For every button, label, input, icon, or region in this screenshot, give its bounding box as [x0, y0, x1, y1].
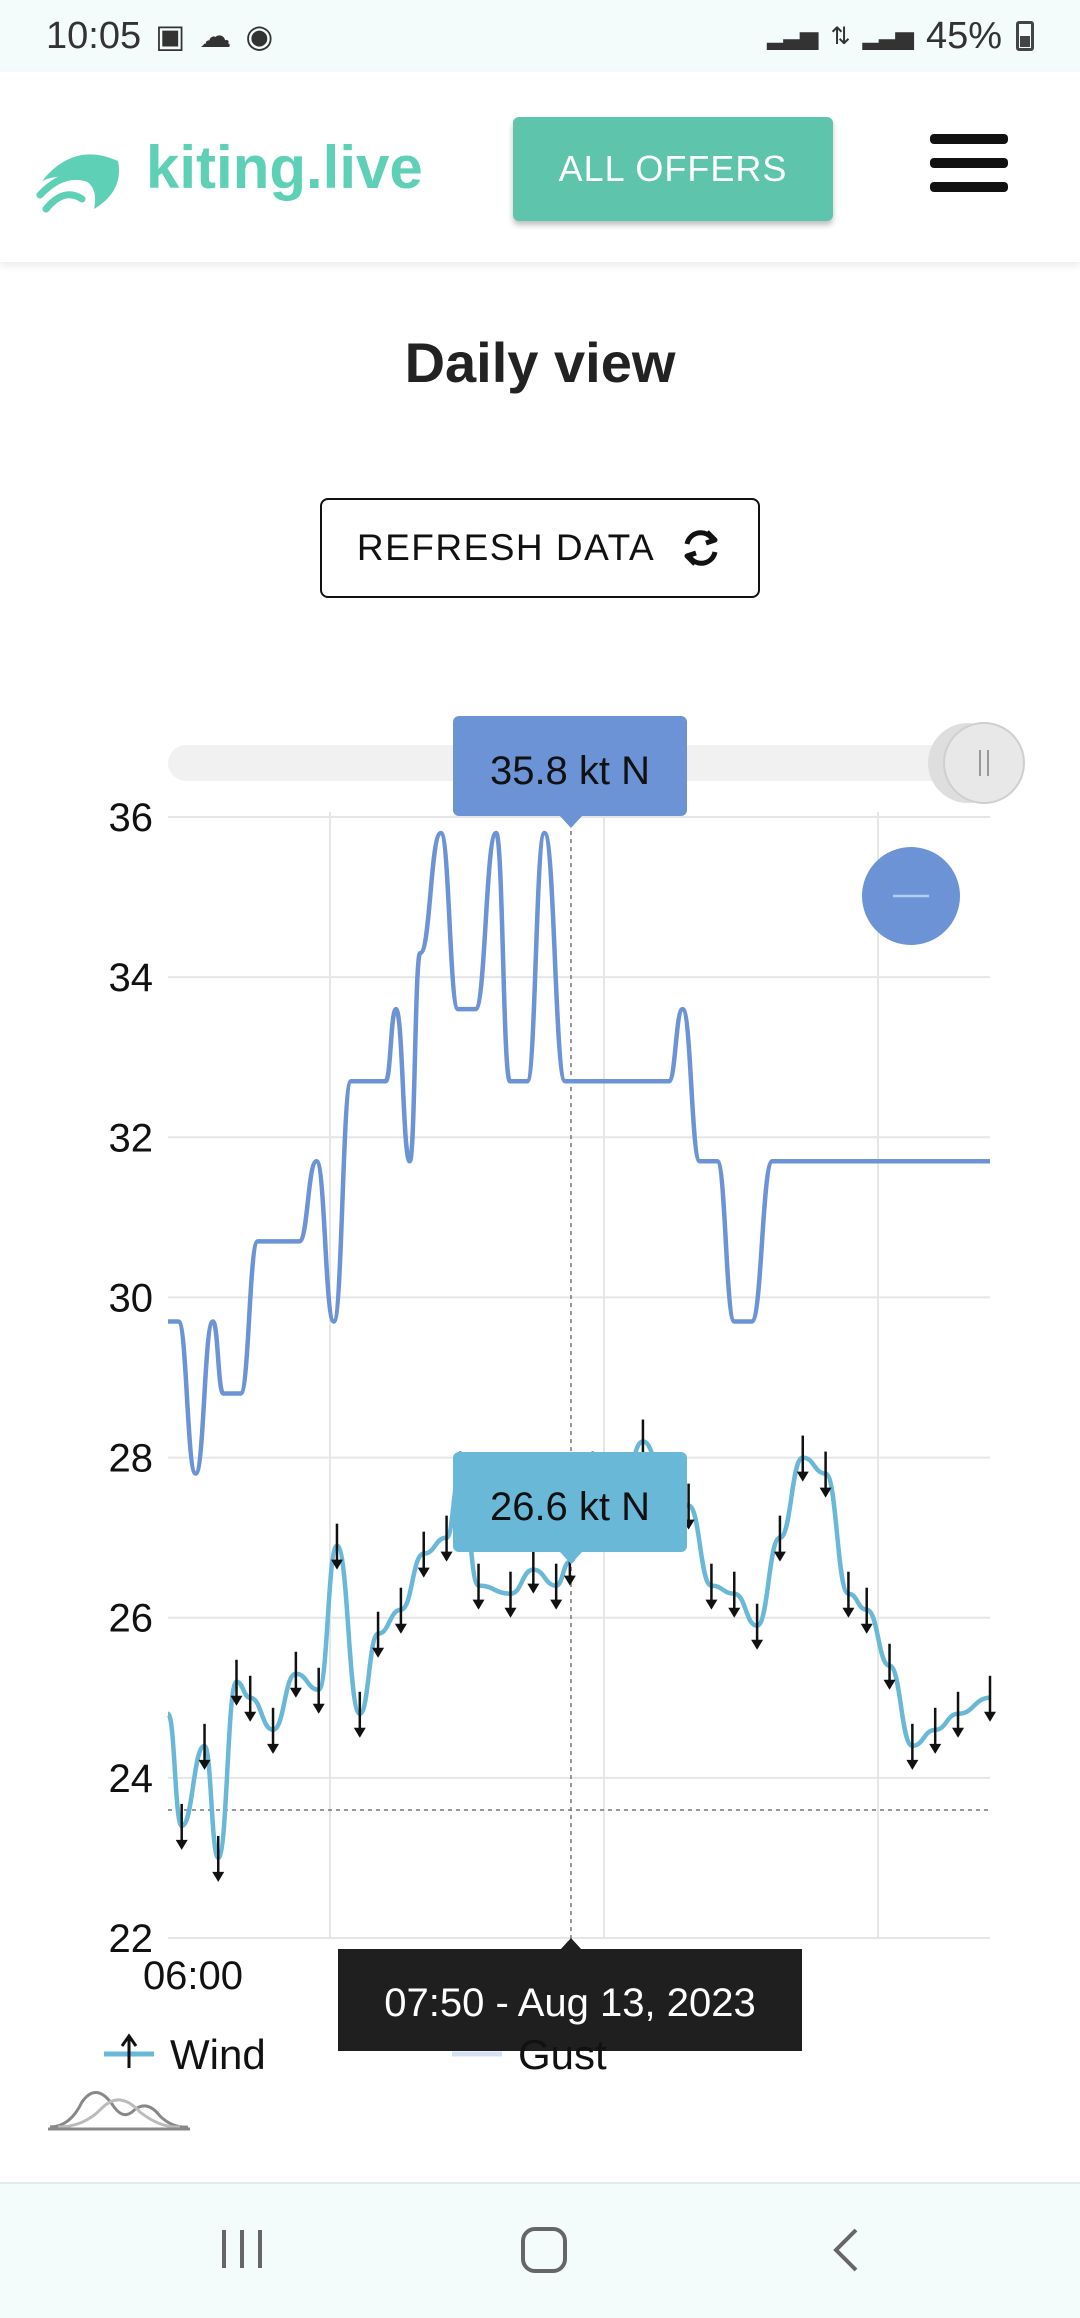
gallery-icon: ▣ — [155, 18, 186, 54]
time-tooltip: 07:50 - Aug 13, 2023 — [338, 1938, 802, 2051]
sync-icon: ◉ — [245, 18, 274, 54]
page-title: Daily view — [404, 331, 676, 394]
logo-text: kiting.live — [146, 133, 423, 201]
wind-arrow-3 — [212, 1835, 225, 1882]
wind-arrow-8 — [312, 1667, 325, 1714]
series-line-gust — [168, 830, 990, 1476]
signal-icon: ▂▃▅ — [767, 22, 818, 50]
chart-type-toggle-icon[interactable] — [48, 2091, 190, 2131]
refresh-icon — [684, 530, 718, 566]
gust-tooltip: 35.8 kt N — [453, 716, 687, 828]
back-icon[interactable] — [826, 2224, 866, 2276]
hamburger-menu-icon[interactable] — [930, 134, 1008, 200]
wind-arrow-36 — [929, 1707, 942, 1754]
wind-arrow-26 — [705, 1563, 718, 1610]
y-tick-label-1: 24 — [109, 1757, 154, 1801]
wind-arrow-35 — [906, 1723, 919, 1770]
refresh-label: REFRESH DATA — [356, 527, 656, 568]
series-line-wind — [165, 1439, 991, 1861]
wind-arrow-13 — [417, 1531, 430, 1578]
gust-tooltip-text: 35.8 kt N — [490, 749, 650, 793]
wind-arrow-14 — [440, 1515, 453, 1562]
system-nav-bar — [0, 2182, 1080, 2318]
wind-tooltip-text: 26.6 kt N — [490, 1485, 650, 1529]
home-icon[interactable] — [518, 2224, 570, 2276]
refresh-data-button[interactable]: REFRESH DATA — [320, 498, 760, 598]
wind-arrow-19 — [550, 1563, 563, 1610]
wind-arrow-16 — [472, 1563, 485, 1610]
range-slider-handle[interactable] — [943, 722, 1025, 804]
wind-arrow-34 — [883, 1643, 896, 1690]
battery-percent: 45% — [925, 14, 1002, 57]
wind-arrow-10 — [353, 1691, 366, 1738]
network-4g-icon: ⇅ — [830, 22, 850, 50]
wind-tooltip: 26.6 kt N — [453, 1452, 687, 1564]
status-time: 10:05 — [46, 14, 142, 57]
y-tick-label-0: 22 — [109, 1917, 154, 1961]
wind-arrow-31 — [819, 1451, 832, 1498]
wind-arrow-30 — [796, 1435, 809, 1482]
legend-gust-label: Gust — [518, 2031, 607, 2078]
time-tooltip-text: 07:50 - Aug 13, 2023 — [384, 1981, 755, 2025]
cloud-icon: ☁ — [199, 18, 232, 54]
y-axis: 22 24 26 28 30 32 34 36 — [109, 796, 154, 1961]
legend-wind-label: Wind — [170, 2031, 266, 2078]
y-tick-label-2: 26 — [109, 1597, 154, 1641]
wind-arrow-4 — [230, 1659, 243, 1706]
wind-arrow-5 — [244, 1675, 257, 1722]
wind-arrow-37 — [952, 1691, 965, 1738]
x-tick-label-0: 06:00 — [143, 1954, 243, 1998]
wind-arrow-12 — [394, 1587, 407, 1634]
wind-arrow-17 — [504, 1571, 517, 1618]
wind-arrow-2 — [198, 1723, 211, 1770]
wind-arrow-1 — [175, 1803, 188, 1850]
all-offers-button[interactable]: ALL OFFERS — [513, 117, 833, 221]
signal-icon-2: ▂▃▅ — [862, 22, 914, 50]
legend-wind-arrow-icon — [120, 2033, 138, 2068]
y-tick-label-5: 32 — [109, 1116, 154, 1160]
recent-apps-icon[interactable] — [216, 2224, 268, 2274]
wind-arrow-7 — [289, 1651, 302, 1698]
wave-logo-icon — [36, 154, 119, 213]
y-tick-label-7: 36 — [109, 796, 154, 840]
logo[interactable]: kiting.live — [34, 121, 423, 213]
wind-arrow-33 — [860, 1587, 873, 1634]
y-tick-label-3: 28 — [109, 1437, 154, 1481]
chart-grid — [168, 812, 990, 1939]
wind-arrow-28 — [751, 1603, 764, 1650]
y-tick-label-6: 34 — [109, 956, 154, 1000]
wind-arrow-29 — [773, 1515, 786, 1562]
wind-arrow-11 — [372, 1611, 385, 1658]
wind-arrow-27 — [728, 1571, 741, 1618]
wind-arrow-32 — [842, 1571, 855, 1618]
wind-arrow-38 — [984, 1675, 996, 1722]
app-header: kiting.live ALL OFFERS — [0, 72, 1080, 262]
y-tick-label-4: 30 — [109, 1276, 154, 1320]
legend[interactable]: Wind Gust — [104, 2031, 607, 2078]
wind-arrow-6 — [267, 1707, 280, 1754]
battery-icon — [1016, 21, 1034, 51]
wind-arrow-9 — [330, 1523, 343, 1570]
wind-arrow-18 — [527, 1547, 540, 1594]
status-bar: 10:05 ▣ ☁ ◉ ▂▃▅ ⇅ ▂▃▅ 45% — [0, 0, 1080, 72]
